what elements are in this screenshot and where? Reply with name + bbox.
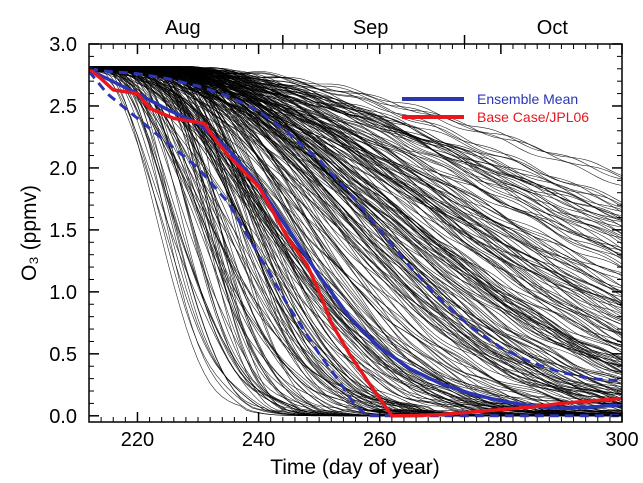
ensemble-member-line	[89, 65, 622, 411]
x-tick-label: 280	[484, 429, 517, 451]
ensemble-member-line	[89, 65, 622, 203]
ensemble-member-line	[89, 65, 622, 414]
y-tick-label: 2.0	[49, 158, 77, 180]
ensemble-member-line	[89, 66, 622, 210]
y-tick-label: 1.0	[49, 282, 77, 304]
y-tick-label: 3.0	[49, 34, 77, 56]
ensemble-member-line	[89, 66, 622, 216]
y-tick-label: 0.5	[49, 344, 77, 366]
ensemble-members	[89, 65, 622, 417]
ensemble-member-line	[89, 67, 622, 237]
ensemble-member-line	[89, 67, 622, 205]
ensemble-member-line	[89, 69, 622, 373]
ensemble-member-line	[89, 65, 622, 176]
legend: Ensemble Mean Base Case/JPL06	[402, 91, 589, 125]
ensemble-spread-dashed-line	[89, 67, 622, 383]
month-label: Aug	[165, 17, 201, 39]
ensemble-member-line	[89, 65, 622, 212]
legend-label-ensemble-mean: Ensemble Mean	[477, 91, 578, 107]
ensemble-member-line	[89, 65, 622, 239]
ensemble-member-line	[89, 68, 622, 361]
ensemble-member-line	[89, 67, 622, 269]
ensemble-member-line	[89, 66, 622, 222]
ensemble-mean-line	[89, 68, 622, 411]
ensemble-member-line	[89, 66, 622, 241]
ensemble-member-line	[89, 66, 622, 259]
ensemble-member-line	[89, 67, 622, 382]
ensemble-member-line	[89, 65, 622, 398]
month-label: Sep	[353, 17, 389, 39]
axis-ticks: 220 240 260 280 300 0.0 0.5 1.0 1.5 2.0 2.5 3.0 Aug S…	[49, 17, 639, 451]
ensemble-member-line	[89, 67, 622, 416]
x-tick-label: 300	[605, 429, 638, 451]
ensemble-member-line	[89, 67, 622, 399]
ensemble-member-line	[89, 66, 622, 297]
x-tick-label: 240	[242, 429, 275, 451]
ensemble-member-line	[89, 68, 622, 353]
x-axis-title: Time (day of year)	[270, 456, 440, 479]
y-tick-label: 2.5	[49, 96, 77, 118]
ensemble-member-line	[89, 66, 622, 344]
legend-label-base-case: Base Case/JPL06	[477, 109, 589, 125]
ensemble-member-line	[89, 66, 622, 416]
summary-series	[89, 67, 622, 418]
ensemble-spread-dashed-line	[89, 70, 622, 418]
ensemble-member-line	[89, 66, 622, 395]
ensemble-member-line	[89, 68, 622, 400]
y-tick-label: 0.0	[49, 406, 77, 428]
x-tick-label: 220	[121, 429, 154, 451]
ensemble-member-line	[89, 66, 622, 304]
ensemble-member-line	[89, 67, 622, 416]
ensemble-member-line	[89, 66, 622, 417]
x-tick-label: 260	[363, 429, 396, 451]
y-tick-label: 1.5	[49, 220, 77, 242]
base-case-line	[89, 67, 622, 418]
ensemble-member-line	[89, 67, 622, 408]
ensemble-member-line	[89, 65, 622, 180]
month-label: Oct	[537, 17, 569, 39]
ensemble-member-line	[89, 66, 622, 219]
ensemble-member-line	[89, 66, 622, 400]
y-axis-title: O₃ (ppmv)	[18, 185, 41, 281]
ensemble-member-line	[89, 66, 622, 413]
